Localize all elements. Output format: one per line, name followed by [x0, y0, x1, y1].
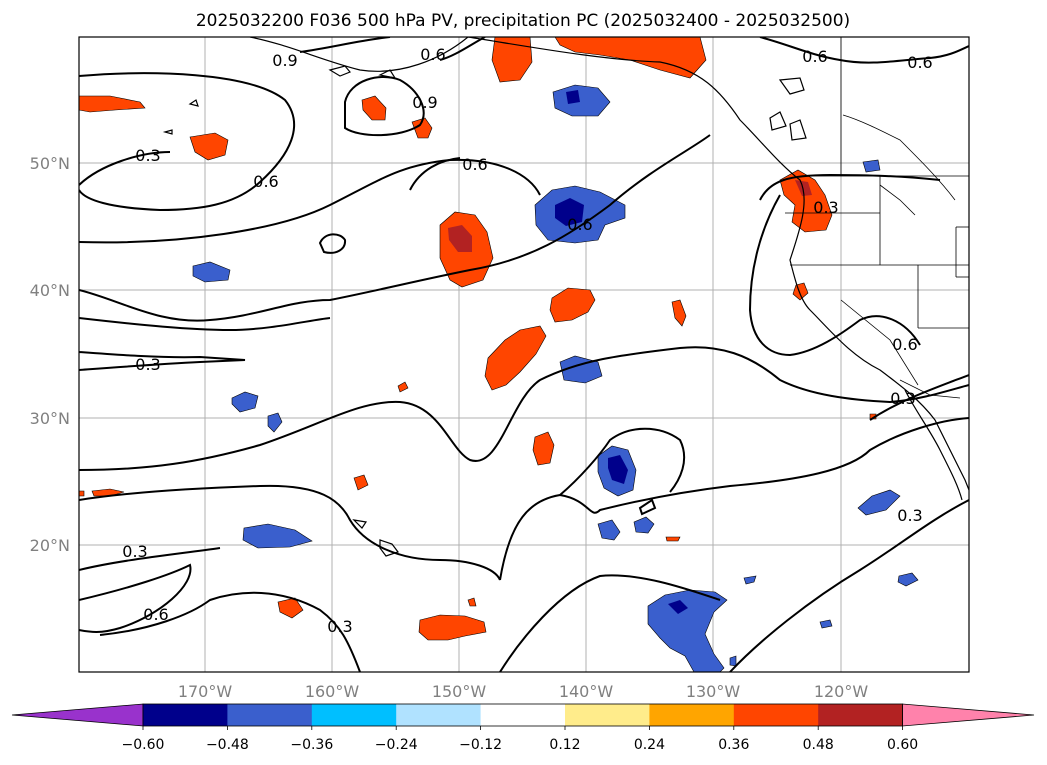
contour-label: 0.6	[567, 215, 592, 234]
map-area: 0.9 0.6 0.6 0.6 0.3 0.6 0.9 0.6 0.6 0.3 …	[79, 37, 969, 672]
colorbar-frame	[142, 703, 903, 727]
negative-precip-shading	[192, 84, 919, 672]
colorbar-segment	[143, 704, 228, 726]
graticule	[79, 37, 969, 672]
contour-label: 0.3	[813, 198, 838, 217]
contour-label: 0.9	[412, 93, 437, 112]
colorbar: −0.60 −0.48 −0.36 −0.24 −0.12 0.12 0.24 0.36 0.4…	[11, 703, 1035, 753]
contour-label: 0.3	[327, 617, 352, 636]
lat-label: 30°N	[30, 409, 70, 428]
colorbar-tick-label: 0.12	[549, 737, 580, 753]
colorbar-tick-label: −0.24	[375, 737, 418, 753]
longitude-labels: 170°W 160°W 150°W 140°W 130°W 120°W	[178, 682, 869, 701]
pv-contours	[79, 37, 969, 672]
colorbar-tick-label: −0.60	[122, 737, 165, 753]
colorbar-segment	[480, 704, 566, 726]
colorbar-segment	[565, 704, 650, 726]
colorbar-segment	[649, 704, 735, 726]
lat-label: 20°N	[30, 536, 70, 555]
contour-label: 0.6	[253, 172, 278, 191]
colorbar-tick-label: 0.48	[803, 737, 834, 753]
contour-label: 0.3	[897, 506, 922, 525]
colorbar-tick-label: −0.12	[459, 737, 502, 753]
colorbar-tick-label: 0.60	[887, 737, 918, 753]
lon-label: 120°W	[814, 682, 869, 701]
contour-label: 0.3	[135, 355, 160, 374]
lon-label: 170°W	[178, 682, 233, 701]
colorbar-segment	[733, 704, 819, 726]
contour-label: 0.6	[462, 155, 487, 174]
lon-label: 150°W	[432, 682, 487, 701]
map-frame	[78, 36, 970, 673]
lat-label: 40°N	[30, 281, 70, 300]
lon-label: 130°W	[686, 682, 741, 701]
contour-label: 0.3	[135, 146, 160, 165]
colorbar-segment	[818, 704, 904, 726]
contour-label: 0.6	[143, 605, 168, 624]
latitude-labels: 50°N 40°N 30°N 20°N	[30, 154, 70, 555]
colorbar-extend-high	[902, 703, 1035, 727]
contour-label: 0.3	[890, 389, 915, 408]
colorbar-segment	[227, 704, 313, 726]
contour-label: 0.6	[420, 45, 445, 64]
contour-label: 0.3	[122, 542, 147, 561]
contour-label: 0.9	[272, 51, 297, 70]
positive-precip-shading	[79, 37, 877, 641]
colorbar-segment	[311, 704, 397, 726]
lon-label: 160°W	[305, 682, 360, 701]
coastlines	[162, 37, 969, 557]
lon-label: 140°W	[559, 682, 614, 701]
contour-labels: 0.9 0.6 0.6 0.6 0.3 0.6 0.9 0.6 0.6 0.3 …	[122, 45, 932, 636]
contour-label: 0.6	[892, 335, 917, 354]
lat-label: 50°N	[30, 154, 70, 173]
colorbar-segment	[396, 704, 482, 726]
colorbar-tick-label: −0.48	[206, 737, 249, 753]
colorbar-tick-label: 0.36	[718, 737, 749, 753]
colorbar-tick-label: 0.24	[634, 737, 665, 753]
colorbar-extend-low	[11, 703, 144, 727]
map-title: 2025032200 F036 500 hPa PV, precipitatio…	[196, 11, 850, 31]
contour-label: 0.6	[907, 53, 932, 72]
colorbar-tick-label: −0.36	[290, 737, 333, 753]
contour-label: 0.6	[802, 47, 827, 66]
